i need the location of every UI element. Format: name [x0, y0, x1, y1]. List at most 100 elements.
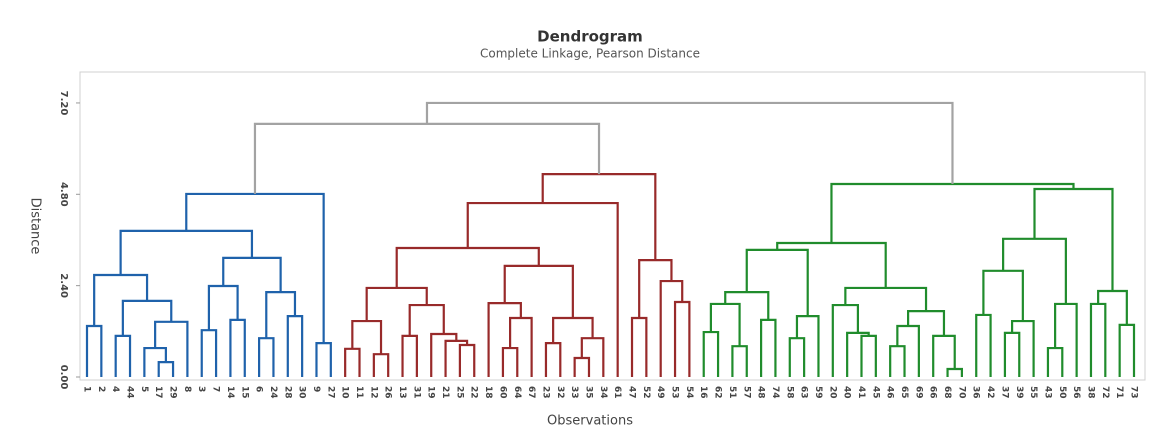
dendrogram-link — [425, 101, 954, 185]
plot-frame — [79, 71, 1146, 381]
leaf-label: 26 — [383, 386, 393, 399]
dendrogram-link — [844, 286, 928, 312]
dendrogram-link — [659, 279, 684, 377]
leaf-label: 35 — [583, 386, 593, 399]
dendrogram-link — [157, 361, 175, 377]
leaf-label: 5 — [139, 386, 149, 392]
leaf-label: 20 — [827, 386, 837, 399]
x-axis-label: Observations — [547, 414, 633, 429]
dendrogram-link — [200, 329, 218, 377]
leaf-label: 72 — [1100, 386, 1110, 399]
dendrogram-link — [458, 343, 476, 377]
leaf-label: 46 — [885, 386, 895, 399]
y-tick-label: 4.80 — [58, 182, 69, 207]
dendrogram-link — [1046, 346, 1064, 377]
leaf-label: 53 — [670, 386, 680, 399]
dendrogram-link — [889, 345, 906, 377]
leaf-label: 18 — [483, 386, 493, 399]
dendrogram-link — [401, 334, 418, 377]
dendrogram-link — [1089, 302, 1107, 377]
dendrogram-link — [975, 313, 992, 377]
dendrogram-link — [286, 315, 304, 377]
leaf-label: 68 — [942, 386, 952, 399]
dendrogram-link — [143, 346, 167, 377]
leaf-label: 62 — [713, 386, 723, 399]
leaf-label: 29 — [168, 386, 178, 399]
dendrogram-link — [831, 303, 860, 377]
dendrogram-link — [907, 310, 946, 336]
leaf-label: 37 — [999, 386, 1009, 399]
dendrogram-link — [395, 246, 540, 288]
dendrogram-link — [541, 173, 657, 261]
leaf-label: 38 — [1085, 386, 1095, 399]
dendrogram-link — [258, 337, 275, 377]
dendrogram-link — [932, 334, 956, 377]
dendrogram-link — [1003, 331, 1021, 377]
leaf-label: 52 — [641, 386, 651, 399]
dendrogram-link — [638, 259, 673, 319]
dendrogram-link — [788, 337, 806, 377]
leaf-label: 70 — [956, 386, 966, 399]
dendrogram-link — [408, 303, 445, 336]
leaf-label: 59 — [813, 386, 823, 399]
dendrogram-link — [344, 347, 361, 377]
dendrogram-link — [630, 316, 648, 377]
dendrogram-link — [265, 291, 297, 339]
dendrogram-link — [114, 334, 132, 377]
leaf-label: 1 — [82, 386, 92, 392]
leaf-label: 48 — [756, 386, 766, 399]
leaf-label: 12 — [368, 386, 378, 399]
dendrogram-link — [229, 318, 246, 377]
dendrogram-link — [1097, 289, 1128, 325]
dendrogram-link — [673, 300, 691, 377]
dendrogram-link — [253, 122, 601, 194]
dendrogram-link — [119, 229, 254, 275]
dendrogram-link — [315, 342, 332, 377]
leaf-label: 32 — [555, 386, 565, 399]
dendrogram-link — [709, 302, 741, 347]
leaf-label: 4 — [110, 386, 120, 392]
leaf-label: 54 — [684, 386, 694, 399]
leaf-label: 2 — [96, 386, 106, 392]
leaf-label: 50 — [1057, 386, 1067, 399]
leaf-label: 15 — [239, 386, 249, 399]
dendrogram-link — [1010, 319, 1035, 377]
dendrogram-link — [982, 269, 1024, 322]
leaf-label: 43 — [1042, 386, 1052, 399]
leaf-label: 49 — [655, 386, 665, 399]
dendrogram-link — [552, 316, 594, 344]
leaf-label: 25 — [454, 386, 464, 399]
dendrogram-link — [121, 299, 173, 336]
leaf-label: 67 — [526, 386, 536, 399]
leaf-label: 22 — [469, 386, 479, 399]
leaf-label: 57 — [741, 386, 751, 399]
chart-title: Dendrogram — [537, 28, 643, 46]
dendrogram-link — [1033, 187, 1114, 291]
leaf-label: 56 — [1071, 386, 1081, 399]
y-tick-label: 2.40 — [58, 273, 69, 298]
leaf-label: 73 — [1129, 386, 1139, 399]
leaf-label: 10 — [340, 386, 350, 399]
dendrogram-link — [946, 367, 963, 377]
dendrogram-link — [731, 345, 748, 377]
leaf-label: 47 — [627, 386, 637, 399]
dendrogram-link — [207, 284, 239, 331]
dendrogram-link — [487, 302, 522, 377]
chart-subtitle: Complete Linkage, Pearson Distance — [480, 47, 700, 61]
leaf-label: 58 — [784, 386, 794, 399]
dendrogram-link — [860, 334, 877, 377]
leaf-label: 71 — [1114, 386, 1124, 399]
leaf-label: 74 — [770, 386, 780, 399]
leaf-label: 60 — [497, 386, 507, 399]
leaf-label: 8 — [182, 386, 192, 392]
leaf-label: 55 — [1028, 386, 1038, 399]
y-tick-label: 0.00 — [58, 365, 69, 390]
dendrogram-link — [896, 324, 920, 377]
leaf-label: 16 — [698, 386, 708, 399]
leaf-label: 6 — [254, 386, 264, 392]
dendrogram-link — [846, 331, 870, 377]
leaf-label: 63 — [799, 386, 809, 399]
leaf-label: 9 — [311, 386, 321, 392]
leaf-label: 66 — [928, 386, 938, 399]
leaf-label: 13 — [397, 386, 407, 399]
